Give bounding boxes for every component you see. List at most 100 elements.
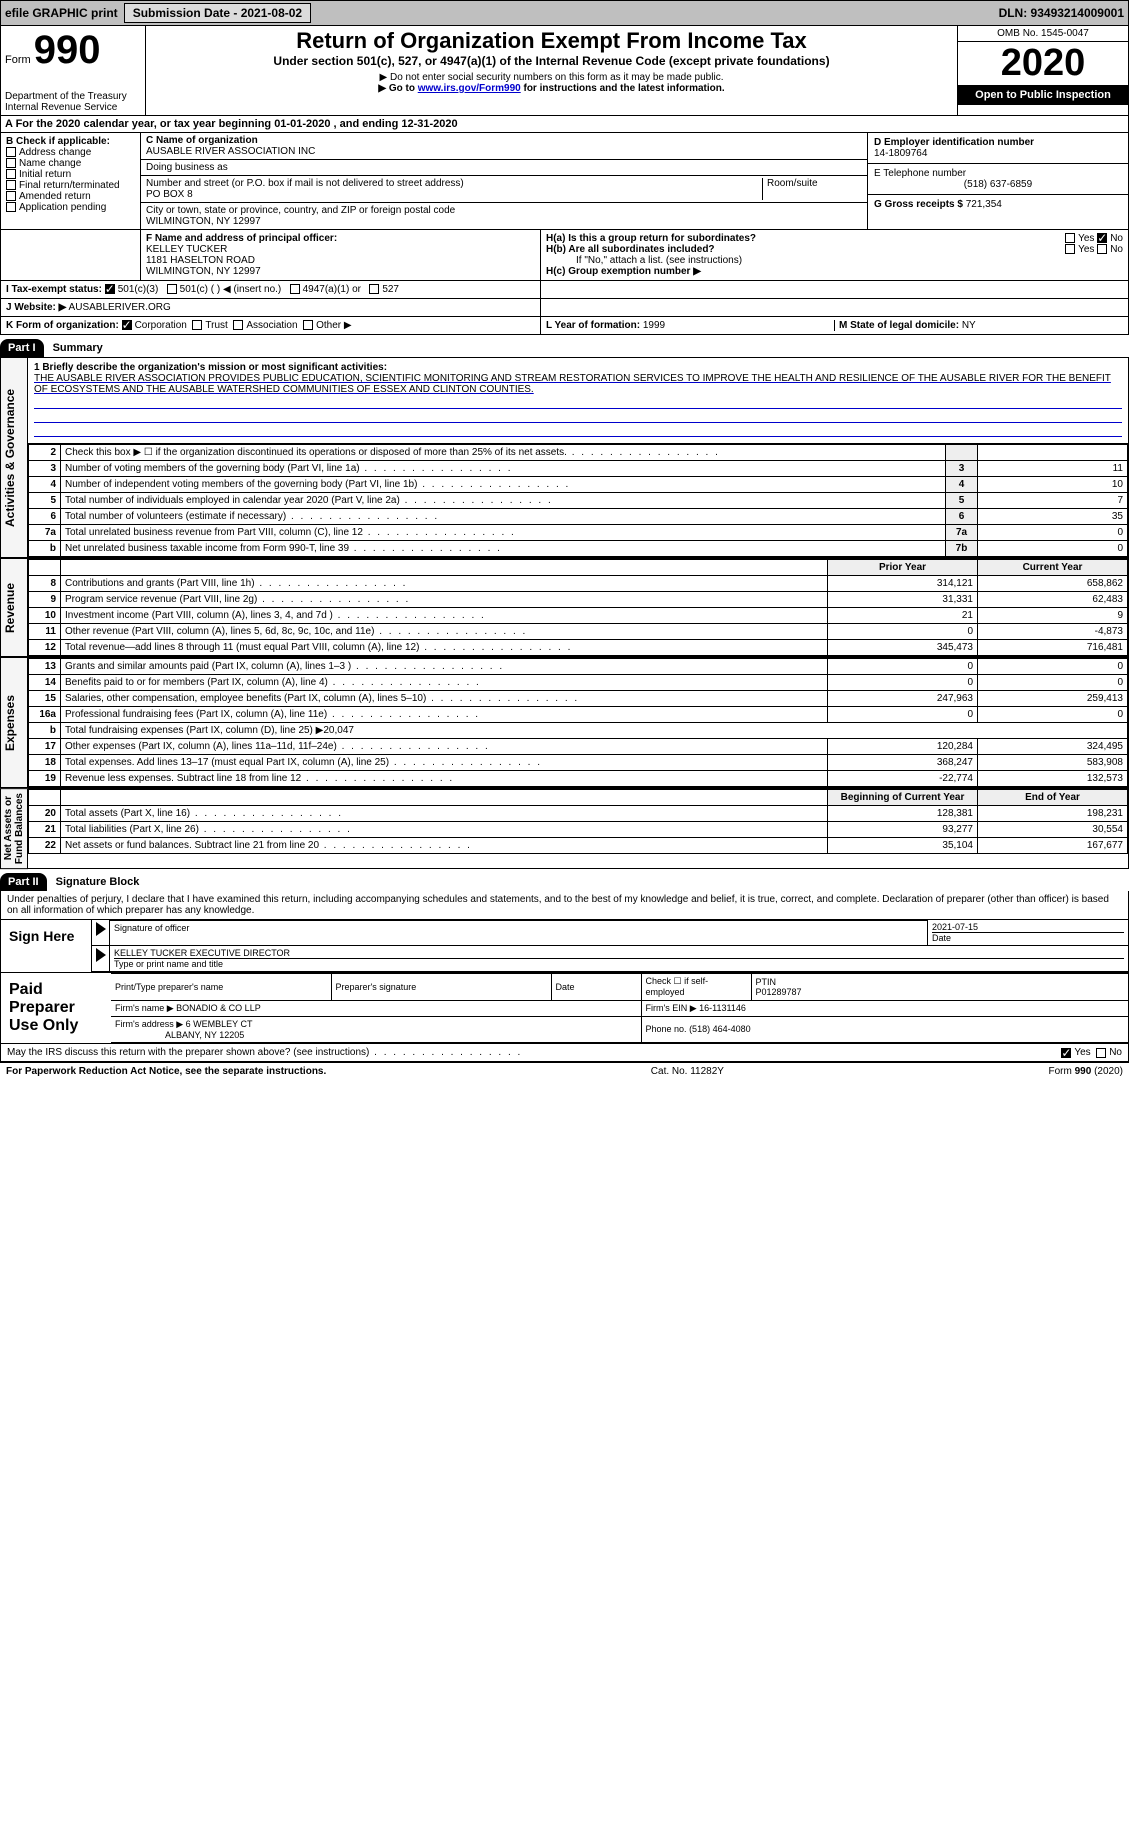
- line-value: 35: [978, 509, 1128, 525]
- form-label: Form: [5, 54, 31, 66]
- checkbox-icon[interactable]: [6, 169, 16, 179]
- line-desc: Check this box ▶ ☐ if the organization d…: [61, 445, 946, 461]
- current-val: 0: [978, 707, 1128, 723]
- prior-val: 0: [828, 707, 978, 723]
- firm-addr: 6 WEMBLEY CT: [186, 1019, 253, 1029]
- sign-here-block: Sign Here Signature of officer 2021-07-1…: [0, 920, 1129, 973]
- footer-mid: Cat. No. 11282Y: [651, 1066, 724, 1077]
- checkbox-icon[interactable]: [6, 158, 16, 168]
- form-subtitle: Under section 501(c), 527, or 4947(a)(1)…: [150, 54, 953, 68]
- line-desc: Total number of volunteers (estimate if …: [61, 509, 946, 525]
- current-val: 324,495: [978, 739, 1128, 755]
- col-begin: Beginning of Current Year: [828, 790, 978, 806]
- netassets-block: Net Assets or Fund Balances Beginning of…: [0, 788, 1129, 869]
- line-num: 2: [29, 445, 61, 461]
- checkbox-icon[interactable]: [233, 320, 243, 330]
- efile-label[interactable]: efile GRAPHIC print: [5, 6, 118, 20]
- form-id-cell: Form 990 Department of the Treasury Inte…: [1, 26, 146, 115]
- addr-value: PO BOX 8: [146, 189, 762, 200]
- checkbox-icon[interactable]: [1097, 244, 1107, 254]
- line-desc: Other expenses (Part IX, column (A), lin…: [61, 739, 828, 755]
- line-desc: Total assets (Part X, line 16): [61, 806, 828, 822]
- website-value: AUSABLERIVER.ORG: [69, 302, 171, 313]
- current-val: 259,413: [978, 691, 1128, 707]
- col-prior: Prior Year: [828, 560, 978, 576]
- end-val: 167,677: [978, 838, 1128, 854]
- discuss-label: May the IRS discuss this return with the…: [7, 1047, 522, 1058]
- checkbox-icon[interactable]: [1065, 233, 1075, 243]
- ptin-label: PTIN: [756, 977, 777, 987]
- b-heading: B Check if applicable:: [6, 136, 135, 147]
- checkbox-icon[interactable]: [122, 320, 132, 330]
- checkbox-icon[interactable]: [6, 180, 16, 190]
- org-name: AUSABLE RIVER ASSOCIATION INC: [146, 146, 862, 157]
- line-desc: Net assets or fund balances. Subtract li…: [61, 838, 828, 854]
- line-num: 19: [29, 771, 61, 787]
- firm-name: BONADIO & CO LLP: [176, 1003, 261, 1013]
- current-val: 132,573: [978, 771, 1128, 787]
- dept-label: Department of the Treasury Internal Reve…: [5, 91, 141, 113]
- vtab-governance: Activities & Governance: [0, 357, 28, 558]
- line-desc: Number of independent voting members of …: [61, 477, 946, 493]
- checkbox-icon[interactable]: [6, 202, 16, 212]
- line-desc: Number of voting members of the governin…: [61, 461, 946, 477]
- line-desc: Salaries, other compensation, employee b…: [61, 691, 828, 707]
- submission-date-button[interactable]: Submission Date - 2021-08-02: [124, 3, 311, 23]
- checkbox-icon[interactable]: [1096, 1048, 1106, 1058]
- checkbox-icon[interactable]: [369, 284, 379, 294]
- form-number: 990: [34, 28, 101, 72]
- checkbox-icon[interactable]: [105, 284, 115, 294]
- current-val: 9: [978, 608, 1128, 624]
- checkbox-icon[interactable]: [6, 147, 16, 157]
- b-item: Amended return: [6, 191, 135, 202]
- line-cellnum: 7a: [946, 525, 978, 541]
- phone-value: (518) 637-6859: [874, 179, 1122, 190]
- title-cell: Return of Organization Exempt From Incom…: [146, 26, 958, 115]
- arrow-icon: [96, 922, 106, 936]
- line-value: 11: [978, 461, 1128, 477]
- line-num: 21: [29, 822, 61, 838]
- line-num: 15: [29, 691, 61, 707]
- line-num: b: [29, 723, 61, 739]
- expenses-table: 13 Grants and similar amounts paid (Part…: [28, 658, 1128, 787]
- firm-city: ALBANY, NY 12205: [165, 1030, 244, 1040]
- begin-val: 128,381: [828, 806, 978, 822]
- checkbox-icon[interactable]: [192, 320, 202, 330]
- b-item: Initial return: [6, 169, 135, 180]
- h-block: H(a) Is this a group return for subordin…: [541, 230, 1128, 280]
- preparer-table: Print/Type preparer's name Preparer's si…: [111, 973, 1128, 1043]
- checkbox-icon[interactable]: [167, 284, 177, 294]
- note-ssn: ▶ Do not enter social security numbers o…: [150, 72, 953, 83]
- irs-link[interactable]: www.irs.gov/Form990: [418, 83, 521, 94]
- col-end: End of Year: [978, 790, 1128, 806]
- end-val: 30,554: [978, 822, 1128, 838]
- current-val: 658,862: [978, 576, 1128, 592]
- checkbox-icon[interactable]: [6, 191, 16, 201]
- checkbox-icon[interactable]: [1065, 244, 1075, 254]
- checkbox-icon[interactable]: [1097, 233, 1107, 243]
- line-desc: Total unrelated business revenue from Pa…: [61, 525, 946, 541]
- checkbox-icon[interactable]: [1061, 1048, 1071, 1058]
- state-domicile: NY: [962, 320, 976, 331]
- line-desc: Program service revenue (Part VIII, line…: [61, 592, 828, 608]
- revenue-table: Prior Year Current Year8 Contributions a…: [28, 559, 1128, 656]
- sig-date: 2021-07-15: [932, 922, 1124, 932]
- form-title: Return of Organization Exempt From Incom…: [150, 28, 953, 54]
- m-label: M State of legal domicile:: [839, 320, 959, 331]
- prior-val: 345,473: [828, 640, 978, 656]
- line-desc: Total expenses. Add lines 13–17 (must eq…: [61, 755, 828, 771]
- line-value: 0: [978, 525, 1128, 541]
- gross-receipts: 721,354: [966, 199, 1002, 210]
- checkbox-icon[interactable]: [303, 320, 313, 330]
- note-link: ▶ Go to www.irs.gov/Form990 for instruct…: [150, 83, 953, 94]
- section-klm: K Form of organization: Corporation Trus…: [0, 317, 1129, 335]
- note2-pre: ▶ Go to: [378, 83, 417, 94]
- blank-line: [34, 411, 1122, 423]
- checkbox-icon[interactable]: [290, 284, 300, 294]
- begin-val: 35,104: [828, 838, 978, 854]
- line-num: b: [29, 541, 61, 557]
- open-public-badge: Open to Public Inspection: [958, 85, 1128, 105]
- i-label: I Tax-exempt status:: [6, 284, 102, 295]
- line-cellnum: 7b: [946, 541, 978, 557]
- line-desc: Total revenue—add lines 8 through 11 (mu…: [61, 640, 828, 656]
